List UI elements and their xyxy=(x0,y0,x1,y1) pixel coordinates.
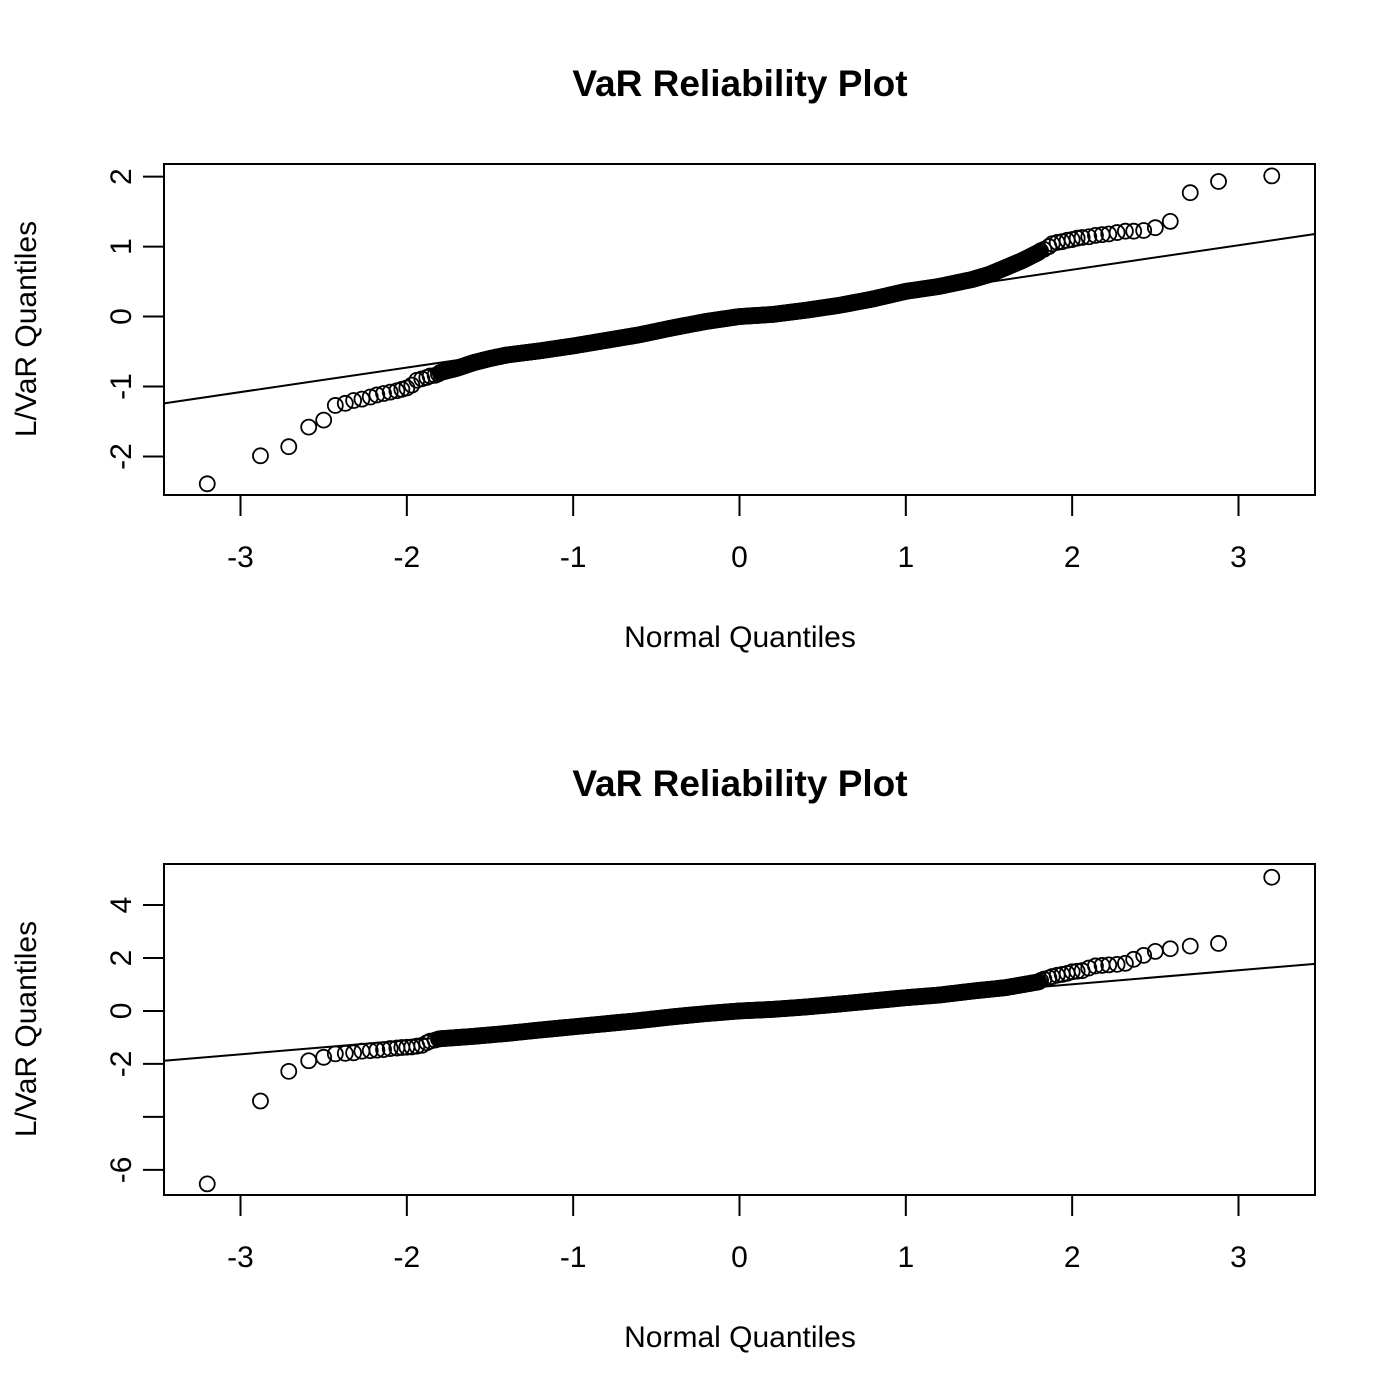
bottom-plot-x-tick-label: 2 xyxy=(1064,1241,1081,1274)
bottom-plot-point xyxy=(1116,954,1134,972)
bottom-plot-point xyxy=(1080,959,1098,977)
bottom-plot-x-tick-label: 0 xyxy=(731,1241,748,1274)
bottom-plot-y-tick-label: 0 xyxy=(105,1003,138,1020)
bottom-plot-point xyxy=(361,1042,379,1060)
top-plot-point xyxy=(1108,224,1126,241)
top-plot-point xyxy=(326,397,344,414)
top-plot-point xyxy=(1068,229,1086,247)
bottom-plot-point xyxy=(1135,946,1153,964)
top-plot-point xyxy=(430,365,447,383)
bottom-plot-x-tick-label: -1 xyxy=(560,1241,587,1274)
top-plot-point xyxy=(1135,222,1153,239)
bottom-plot-y-axis-label: L/VaR Quantiles xyxy=(10,921,43,1137)
top-plot-point xyxy=(421,367,439,385)
bottom-plot-title: VaR Reliability Plot xyxy=(572,763,907,804)
top-plot-y-tick-label: 0 xyxy=(105,308,138,325)
bottom-plot-point xyxy=(1068,962,1086,980)
top-plot-y-tick-label: -1 xyxy=(105,373,138,400)
bottom-plot-marks xyxy=(163,868,1316,1193)
bottom-plot-point xyxy=(252,1092,269,1110)
bottom-plot-point xyxy=(336,1044,354,1062)
bottom-plot-point xyxy=(1100,956,1118,974)
top-plot-marks xyxy=(163,167,1316,493)
top-plot-point xyxy=(1161,212,1179,230)
bottom-plot-point xyxy=(1263,868,1281,886)
top-plot-y-axis-label: L/VaR Quantiles xyxy=(10,221,43,437)
top-plot-panel: VaR Reliability Plot Normal Quantiles L/… xyxy=(10,63,1316,654)
bottom-plot-x-tick-label: -2 xyxy=(393,1241,420,1274)
top-plot-point xyxy=(1087,226,1104,244)
top-plot-point xyxy=(375,385,392,402)
top-plot-point xyxy=(1210,173,1227,190)
top-plot-frame xyxy=(163,163,1316,496)
top-plot-x-tick-label: -1 xyxy=(560,541,587,574)
top-plot-x-axis-label: Normal Quantiles xyxy=(624,621,856,654)
top-plot-title: VaR Reliability Plot xyxy=(572,63,907,104)
bottom-plot-x-tick-label: -3 xyxy=(227,1241,254,1274)
top-plot-point xyxy=(1263,167,1281,185)
top-plot-y-tick-label: 2 xyxy=(105,168,138,185)
bottom-plot-point xyxy=(280,1062,298,1080)
top-plot-x-tick-label: 2 xyxy=(1064,541,1081,574)
top-plot-axes: -3 -2 -1 0 1 2 3 -2 -1 0 1 2 xyxy=(105,168,1247,574)
bottom-plot-point xyxy=(430,1030,447,1048)
top-plot-point xyxy=(1080,228,1098,246)
bottom-plot-point xyxy=(345,1044,363,1062)
bottom-plot-y-tick-label: -2 xyxy=(105,1051,138,1078)
top-plot-point xyxy=(280,438,298,456)
top-plot-x-tick-label: -3 xyxy=(227,541,254,574)
bottom-plot-point xyxy=(368,1041,386,1059)
top-plot-y-tick-label: -2 xyxy=(105,443,138,470)
bottom-plot-x-tick-label: 3 xyxy=(1230,1241,1247,1274)
top-plot-point xyxy=(1073,229,1091,246)
bottom-plot-point xyxy=(326,1045,344,1063)
bottom-plot-point xyxy=(1125,950,1143,968)
bottom-plot-point xyxy=(315,1048,333,1066)
bottom-plot-y-tick-label: -6 xyxy=(105,1157,138,1184)
top-plot-point xyxy=(300,418,318,436)
top-plot-y-tick-label: 1 xyxy=(105,238,138,255)
bottom-plot-x-tick-label: 1 xyxy=(897,1241,914,1274)
bottom-plot-point xyxy=(1181,937,1199,955)
top-plot-point xyxy=(252,447,269,465)
bottom-plot-point xyxy=(381,1040,399,1057)
top-plot-point xyxy=(353,390,371,408)
bottom-plot-point xyxy=(300,1052,318,1070)
top-plot-point xyxy=(336,394,354,412)
top-plot-point xyxy=(198,475,216,493)
top-plot-x-tick-label: 0 xyxy=(731,541,748,574)
top-plot-point xyxy=(345,392,363,409)
top-plot-point xyxy=(315,411,333,429)
bottom-plot-x-axis-label: Normal Quantiles xyxy=(624,1321,856,1354)
bottom-plot-panel: VaR Reliability Plot Normal Quantiles L/… xyxy=(10,763,1316,1354)
bottom-plot-y-tick-label: 4 xyxy=(105,897,138,914)
top-plot-x-tick-label: 1 xyxy=(897,541,914,574)
top-plot-point xyxy=(381,383,399,401)
top-plot-x-tick-label: 3 xyxy=(1230,541,1247,574)
bottom-plot-point xyxy=(375,1041,392,1059)
bottom-plot-point xyxy=(1087,957,1104,975)
top-plot-point xyxy=(1181,184,1199,202)
bottom-plot-y-tick-label: 2 xyxy=(105,950,138,967)
top-plot-point xyxy=(1116,222,1134,240)
top-plot-x-tick-label: -2 xyxy=(393,541,420,574)
bottom-plot-axes: -3 -2 -1 0 1 2 3 -6 -2 0 2 4 xyxy=(105,897,1247,1274)
top-plot-point xyxy=(368,386,386,404)
bottom-plot-point xyxy=(1108,955,1126,973)
top-plot-point xyxy=(1146,219,1164,237)
bottom-plot-point xyxy=(198,1175,216,1193)
bottom-plot-frame xyxy=(163,863,1316,1196)
bottom-plot-point xyxy=(1210,935,1227,952)
bottom-plot-point xyxy=(1161,940,1179,958)
top-plot-point xyxy=(1100,225,1118,243)
bottom-plot-point xyxy=(1063,963,1081,981)
top-plot-point xyxy=(1125,222,1143,240)
